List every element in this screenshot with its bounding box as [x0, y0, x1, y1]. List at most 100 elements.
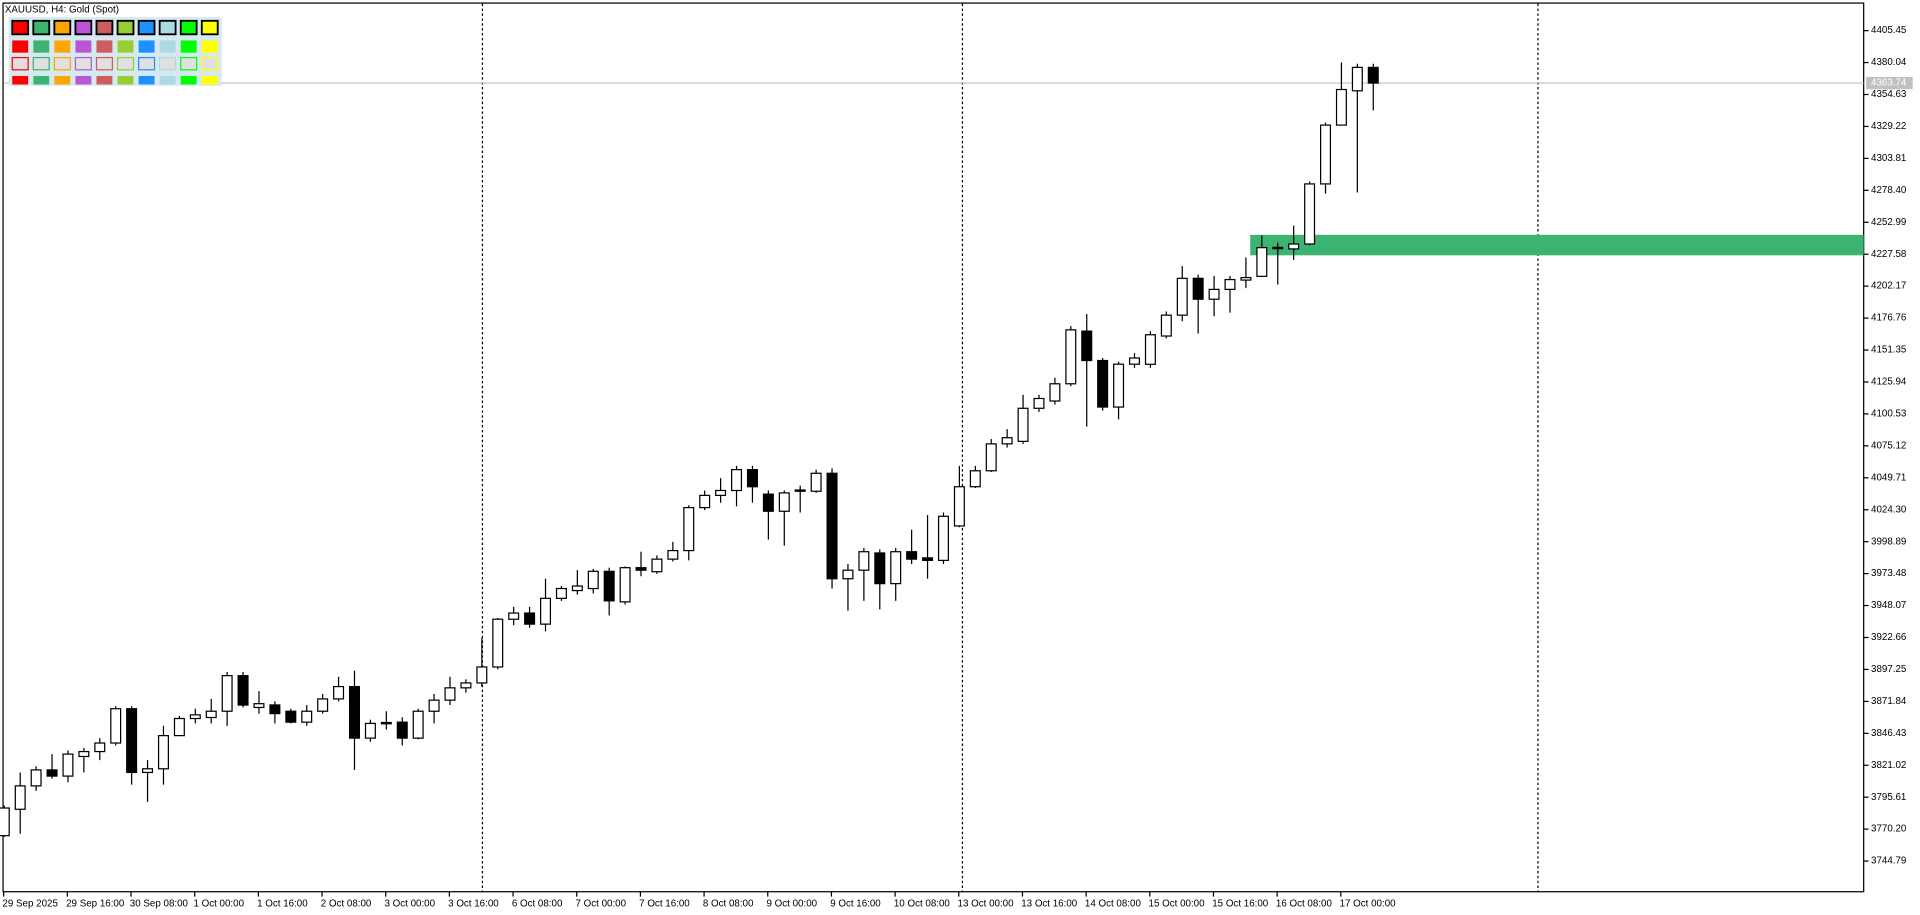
candle-body [826, 472, 838, 580]
x-tick-label: 14 Oct 08:00 [1085, 899, 1142, 910]
candle-body [651, 558, 663, 573]
candle-body [1304, 183, 1316, 245]
palette-swatch [54, 75, 71, 85]
chart-title: XAUUSD, H4: Gold (Spot) [5, 4, 119, 15]
candle-body [524, 612, 536, 625]
candle-body [731, 469, 743, 492]
palette-swatch [180, 56, 198, 71]
y-tick-label: 3897.25 [1871, 664, 1907, 675]
y-tick-label: 3770.20 [1871, 824, 1907, 835]
candle-body [428, 699, 440, 712]
palette-swatch [116, 56, 135, 71]
palette-swatch [138, 75, 155, 85]
candle-body [0, 807, 10, 837]
y-tick-label: 4049.71 [1871, 472, 1906, 483]
y-tick-label: 4380.04 [1871, 57, 1907, 68]
y-tick-label: 4303.81 [1871, 153, 1906, 164]
candle-body [1049, 383, 1061, 402]
palette-swatch [201, 75, 218, 85]
palette-swatch [137, 56, 156, 71]
x-tick-label: 17 Oct 00:00 [1340, 899, 1397, 910]
candle-body [1320, 124, 1332, 185]
candle-body [683, 506, 695, 552]
palette-swatch [53, 19, 72, 36]
palette-swatch [116, 19, 135, 36]
x-tick-label: 15 Oct 00:00 [1149, 899, 1206, 910]
palette-swatch [32, 56, 50, 71]
candle-body [890, 551, 902, 585]
x-tick-label: 9 Oct 16:00 [830, 899, 881, 910]
candle-body [922, 557, 934, 562]
palette-swatch [138, 40, 155, 53]
y-tick-label: 4405.45 [1871, 25, 1907, 36]
candle-body [778, 492, 790, 512]
candle-body [985, 443, 997, 472]
palette-swatch [159, 40, 176, 53]
candle-body [78, 750, 90, 758]
candle-body [540, 597, 552, 625]
candle-body [1192, 277, 1204, 300]
candle-body [842, 569, 854, 580]
candle-body [810, 472, 822, 492]
candle-body [1001, 437, 1013, 445]
palette-swatch [201, 56, 219, 71]
palette-swatch [180, 75, 197, 85]
candle-body [1160, 314, 1172, 337]
candle-body [1288, 243, 1300, 250]
palette-swatch [201, 40, 218, 53]
candle-body [460, 682, 472, 689]
candle-body [62, 753, 74, 777]
candle-body [173, 717, 185, 737]
palette-swatch [95, 19, 114, 36]
candle-body [667, 549, 679, 560]
price-zone [1250, 234, 1864, 256]
palette-swatch [117, 75, 134, 85]
zone-layer [3, 82, 1864, 256]
palette-swatch [96, 75, 113, 85]
candle-body [396, 721, 408, 739]
candle-body [1367, 66, 1379, 84]
palette-swatch [74, 56, 92, 71]
candle-body [317, 698, 329, 712]
y-tick-label: 4252.99 [1871, 217, 1906, 228]
x-tick-label: 2 Oct 08:00 [321, 899, 372, 910]
color-palette [8, 17, 222, 86]
x-tick-label: 10 Oct 08:00 [894, 899, 951, 910]
candle-body [794, 489, 806, 492]
palette-swatch [159, 56, 177, 71]
candle-body [953, 486, 965, 527]
candle-body [301, 710, 313, 723]
candle-body [508, 612, 520, 620]
candle-body [1065, 329, 1077, 385]
x-tick-label: 13 Oct 16:00 [1021, 899, 1078, 910]
palette-swatch [159, 75, 176, 85]
y-tick-label: 4100.53 [1871, 409, 1907, 420]
candle-body [746, 469, 758, 488]
candle-body [157, 734, 169, 770]
x-tick-label: 1 Oct 16:00 [257, 899, 308, 910]
palette-swatch [117, 40, 134, 53]
x-tick-label: 13 Oct 00:00 [958, 899, 1015, 910]
x-tick-label: 7 Oct 00:00 [576, 899, 627, 910]
candle-body [110, 708, 122, 744]
y-tick-label: 3922.66 [1871, 632, 1907, 643]
candle-body [1113, 363, 1125, 408]
palette-swatch [12, 75, 29, 85]
palette-swatch [11, 19, 30, 36]
candle-body [1017, 407, 1029, 442]
candle-body [333, 685, 345, 700]
candle-body [1097, 359, 1109, 408]
candle-body [380, 721, 392, 725]
palette-swatch [11, 56, 29, 71]
candle-body [762, 493, 774, 512]
candle-body [587, 570, 599, 590]
candle-body [30, 769, 42, 787]
candle-body [1033, 397, 1045, 409]
y-tick-label: 4202.17 [1871, 281, 1906, 292]
x-tick-label: 29 Sep 16:00 [66, 899, 125, 910]
palette-swatch [32, 19, 51, 36]
y-tick-label: 4278.40 [1871, 185, 1907, 196]
y-tick-label: 3871.84 [1871, 696, 1907, 707]
axes: 4405.45 4380.04 4354.63 4329.22 4303.81 4278.… [2, 25, 1913, 910]
